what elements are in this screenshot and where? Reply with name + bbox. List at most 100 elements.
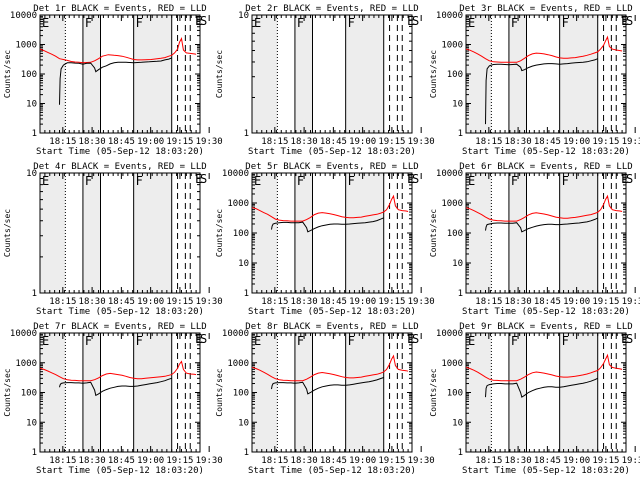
x-tick-label: 18:15	[475, 297, 502, 307]
shade-interval	[294, 173, 313, 293]
shade-interval	[133, 333, 172, 452]
lld-series-line	[39, 360, 197, 382]
events-series-line	[485, 217, 598, 233]
y-tick-label: 10	[26, 100, 37, 110]
x-tick-label: 18:45	[108, 137, 135, 147]
panel-title: Det 3r BLACK = Events, RED = LLD	[459, 4, 632, 14]
shade-interval	[82, 333, 101, 452]
y-tick-label: 10	[452, 259, 463, 269]
x-tick-label: 19:30	[408, 297, 435, 307]
x-tick-label: 18:45	[534, 456, 561, 466]
x-tick-label: 18:45	[320, 137, 347, 147]
y-tick-label: 1	[32, 448, 37, 458]
y-axis-label: Counts/sec	[3, 209, 12, 257]
shade-interval	[508, 173, 527, 293]
x-tick-label: 19:30	[196, 456, 223, 466]
y-tick-label: 10	[238, 11, 249, 21]
flag-label: S	[412, 14, 419, 28]
y-tick-label: 10	[26, 418, 37, 428]
y-tick-label: 1	[244, 129, 249, 139]
events-series-line	[485, 377, 598, 398]
y-tick-label: 10	[238, 259, 249, 269]
shade-interval	[133, 173, 172, 293]
x-tick-label: 19:15	[378, 137, 405, 147]
y-tick-label: 100	[447, 389, 463, 399]
x-tick-label: 18:30	[291, 297, 318, 307]
x-tick-label: 19:00	[563, 456, 590, 466]
interval-label: E	[254, 174, 261, 188]
interval-label: F	[511, 16, 518, 30]
y-axis-label: Counts/sec	[3, 368, 12, 416]
flag-label: S	[200, 14, 207, 28]
x-tick-label: 19:30	[408, 137, 435, 147]
shade-interval	[345, 333, 384, 452]
x-tick-label: 19:15	[592, 456, 619, 466]
panel-title: Det 5r BLACK = Events, RED = LLD	[245, 162, 418, 172]
x-tick-label: 19:15	[592, 297, 619, 307]
y-tick-label: 10	[238, 418, 249, 428]
x-tick-label: 19:30	[622, 137, 640, 147]
y-tick-label: 1	[458, 448, 463, 458]
y-tick-label: 1	[32, 289, 37, 299]
interval-label: F	[348, 16, 355, 30]
y-tick-label: 1	[32, 129, 37, 139]
x-tick-label: 18:30	[79, 137, 106, 147]
x-tick-label: 18:30	[79, 456, 106, 466]
flag-label: S	[626, 172, 633, 186]
y-axis-label: Counts/sec	[215, 368, 224, 416]
flag-label: E	[621, 172, 628, 186]
y-tick-label: 1	[244, 448, 249, 458]
x-axis-label: Start Time (05-Sep-12 18:03:20)	[36, 147, 204, 157]
y-tick-label: 1000	[15, 359, 37, 369]
x-tick-label: 19:15	[166, 137, 193, 147]
events-series-line	[485, 58, 598, 125]
x-tick-label: 18:15	[49, 137, 76, 147]
shade-interval	[294, 333, 313, 452]
lld-series-line	[251, 194, 409, 222]
y-tick-label: 10	[452, 418, 463, 428]
y-axis-label: Counts/sec	[429, 209, 438, 257]
x-tick-label: 18:45	[108, 456, 135, 466]
shade-interval	[559, 15, 598, 133]
x-tick-label: 19:00	[349, 456, 376, 466]
plot-frame	[39, 172, 201, 294]
events-series-line	[59, 57, 172, 105]
shade-interval	[345, 15, 384, 133]
y-tick-label: 10	[452, 100, 463, 110]
y-tick-label: 10000	[436, 329, 463, 339]
panel-title: Det 8r BLACK = Events, RED = LLD	[245, 322, 418, 332]
interval-label: F	[348, 174, 355, 188]
x-axis-label: Start Time (05-Sep-12 18:03:20)	[36, 466, 204, 476]
flag-label: S	[626, 14, 633, 28]
x-tick-label: 19:00	[563, 137, 590, 147]
shade-interval	[508, 333, 527, 452]
events-series-line	[59, 377, 172, 397]
y-tick-label: 100	[447, 229, 463, 239]
panel-title: Det 2r BLACK = Events, RED = LLD	[245, 4, 418, 14]
interval-label: F	[511, 334, 518, 348]
interval-label: F	[136, 174, 143, 188]
shade-interval	[294, 15, 313, 133]
x-tick-label: 18:15	[261, 297, 288, 307]
lld-series-line	[465, 35, 623, 63]
lld-series-line	[465, 353, 623, 382]
flag-label: S	[626, 332, 633, 346]
x-tick-label: 18:15	[475, 137, 502, 147]
y-axis-label: Counts/sec	[215, 209, 224, 257]
interval-label: E	[468, 174, 475, 188]
x-axis-label: Start Time (05-Sep-12 18:03:20)	[248, 466, 416, 476]
y-axis-label: Counts/sec	[429, 50, 438, 98]
x-tick-label: 19:00	[137, 137, 164, 147]
x-tick-label: 18:45	[320, 297, 347, 307]
y-tick-label: 1	[458, 129, 463, 139]
x-axis-label: Start Time (05-Sep-12 18:03:20)	[462, 307, 630, 317]
flag-label: E	[195, 172, 202, 186]
panel-title: Det 9r BLACK = Events, RED = LLD	[459, 322, 632, 332]
shade-interval	[82, 173, 101, 293]
x-tick-label: 18:45	[534, 137, 561, 147]
